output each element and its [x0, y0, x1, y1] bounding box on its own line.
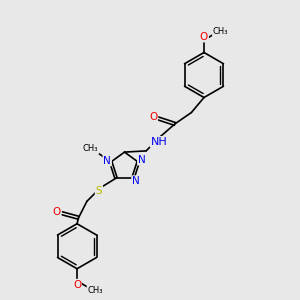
Text: CH₃: CH₃ — [83, 144, 98, 153]
Text: S: S — [96, 186, 102, 196]
Text: O: O — [73, 280, 81, 290]
Text: O: O — [200, 32, 208, 42]
Text: O: O — [52, 207, 61, 217]
Text: N: N — [132, 176, 140, 186]
Text: NH: NH — [151, 137, 167, 147]
Text: O: O — [149, 112, 157, 122]
Text: CH₃: CH₃ — [213, 27, 228, 36]
Text: N: N — [103, 156, 111, 166]
Text: CH₃: CH₃ — [87, 286, 103, 295]
Text: N: N — [138, 155, 146, 165]
